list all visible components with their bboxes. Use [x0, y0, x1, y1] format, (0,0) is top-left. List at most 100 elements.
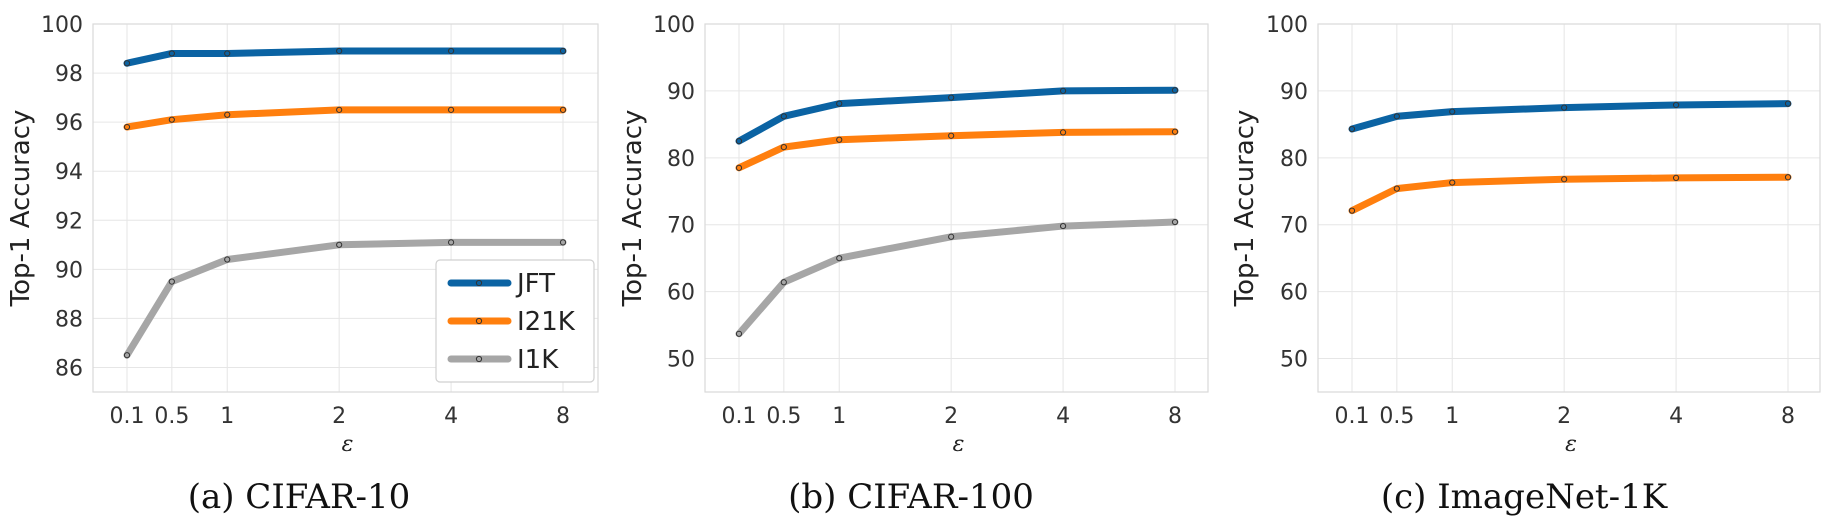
y-tick-label: 100 — [41, 13, 83, 38]
x-tick-label: 4 — [1056, 404, 1070, 429]
data-point-i21k — [735, 164, 743, 171]
panel-caption: (b) CIFAR-100 — [788, 477, 1034, 517]
data-point-jft — [735, 137, 743, 145]
y-tick-label: 92 — [55, 209, 83, 234]
data-point-i1k — [1171, 218, 1179, 226]
data-point-jft — [1348, 125, 1356, 133]
data-point-jft — [1059, 87, 1067, 95]
legend-marker — [475, 317, 483, 325]
y-tick-label: 70 — [667, 214, 695, 239]
data-point-jft — [1449, 108, 1456, 115]
data-point-i21k — [1393, 185, 1400, 192]
data-point-jft — [559, 47, 567, 55]
legend-label-i21k: I21K — [517, 307, 576, 337]
series-line-jft — [123, 47, 567, 67]
x-tick-label: 0.1 — [1335, 404, 1370, 429]
y-tick-label: 100 — [1266, 13, 1308, 38]
y-tick-label: 94 — [55, 160, 83, 185]
y-tick-label: 80 — [667, 147, 695, 172]
data-point-i1k — [123, 352, 131, 359]
data-point-i1k — [447, 239, 455, 246]
x-tick-label: 2 — [1557, 404, 1571, 429]
data-point-i21k — [123, 123, 131, 131]
y-tick-label: 100 — [653, 13, 695, 38]
y-tick-label: 50 — [1280, 348, 1308, 373]
x-axis-label: ε — [342, 432, 354, 457]
data-point-jft — [948, 94, 955, 101]
x-tick-label: 2 — [332, 404, 346, 429]
panel-caption: (c) ImageNet-1K — [1381, 477, 1668, 517]
data-point-jft — [1784, 100, 1792, 107]
data-point-jft — [836, 100, 843, 107]
data-point-i1k — [735, 330, 743, 337]
x-axis-label: ε — [953, 432, 965, 457]
data-point-i21k — [336, 106, 343, 113]
data-point-i1k — [224, 256, 231, 263]
data-point-i21k — [1348, 207, 1356, 214]
y-tick-label: 86 — [55, 356, 83, 381]
data-point-i21k — [1561, 176, 1568, 183]
data-point-i1k — [336, 241, 343, 248]
legend-label-i1k: I1K — [517, 345, 559, 375]
data-point-i21k — [780, 144, 787, 151]
y-tick-label: 60 — [1280, 281, 1308, 306]
data-point-jft — [123, 60, 131, 67]
data-point-i1k — [168, 278, 175, 285]
y-tick-label: 50 — [667, 348, 695, 373]
data-point-i21k — [1784, 174, 1792, 181]
plot-frame — [92, 23, 599, 393]
y-tick-label: 90 — [667, 80, 695, 105]
data-point-i21k — [836, 136, 843, 143]
y-axis-label: Top-1 Accuracy — [1230, 110, 1260, 308]
data-point-jft — [336, 47, 343, 55]
y-tick-label: 80 — [1280, 147, 1308, 172]
series-line-jft — [735, 86, 1179, 145]
data-point-i21k — [168, 116, 175, 123]
data-point-i1k — [1059, 222, 1067, 230]
x-tick-label: 8 — [1781, 404, 1795, 429]
legend: JFT I21K I1K — [435, 259, 595, 383]
data-point-jft — [1561, 104, 1568, 111]
x-tick-label: 8 — [556, 404, 570, 429]
x-tick-label: 4 — [444, 404, 458, 429]
data-point-i21k — [1171, 128, 1179, 135]
data-point-i1k — [948, 233, 955, 240]
y-tick-label: 70 — [1280, 214, 1308, 239]
data-point-i21k — [948, 132, 955, 139]
y-tick-label: 90 — [1280, 80, 1308, 105]
data-point-i21k — [559, 106, 567, 113]
data-point-jft — [1672, 101, 1680, 109]
y-axis-label: Top-1 Accuracy — [6, 110, 36, 308]
data-point-jft — [1393, 113, 1400, 120]
data-point-i1k — [836, 255, 843, 262]
data-point-jft — [780, 113, 787, 120]
data-point-i1k — [559, 239, 567, 246]
series-line-i21k — [1348, 173, 1792, 215]
data-point-i21k — [447, 106, 455, 113]
x-tick-label: 0.5 — [766, 404, 801, 429]
x-tick-label: 0.5 — [154, 404, 189, 429]
y-tick-label: 88 — [55, 307, 83, 332]
panel-3: 50 60 70 80 90 100 0.1 0.5 1 2 4 8 ε Top-1 Accuracy (c… — [1230, 13, 1821, 517]
panel-2: 50 60 70 80 90 100 0.1 0.5 1 2 4 8 ε Top-1 Accuracy (b… — [618, 13, 1209, 517]
y-tick-label: 96 — [55, 111, 83, 136]
y-axis-label: Top-1 Accuracy — [618, 110, 648, 308]
x-tick-label: 1 — [832, 404, 846, 429]
legend-label-jft: JFT — [515, 269, 555, 299]
y-tick-label: 90 — [55, 258, 83, 283]
data-point-jft — [224, 50, 231, 57]
x-tick-label: 0.1 — [722, 404, 757, 429]
data-point-i21k — [224, 111, 231, 118]
legend-marker — [475, 279, 483, 287]
series-line-jft — [1348, 100, 1792, 133]
plot-frame — [704, 23, 1209, 393]
series-line-i1k — [123, 238, 567, 359]
data-point-i1k — [780, 279, 787, 286]
data-point-jft — [447, 47, 455, 55]
series-line-i21k — [123, 106, 567, 131]
data-point-i21k — [1059, 129, 1067, 136]
data-point-jft — [1171, 87, 1179, 94]
x-tick-label: 2 — [944, 404, 958, 429]
y-tick-label: 60 — [667, 281, 695, 306]
x-tick-label: 8 — [1168, 404, 1182, 429]
